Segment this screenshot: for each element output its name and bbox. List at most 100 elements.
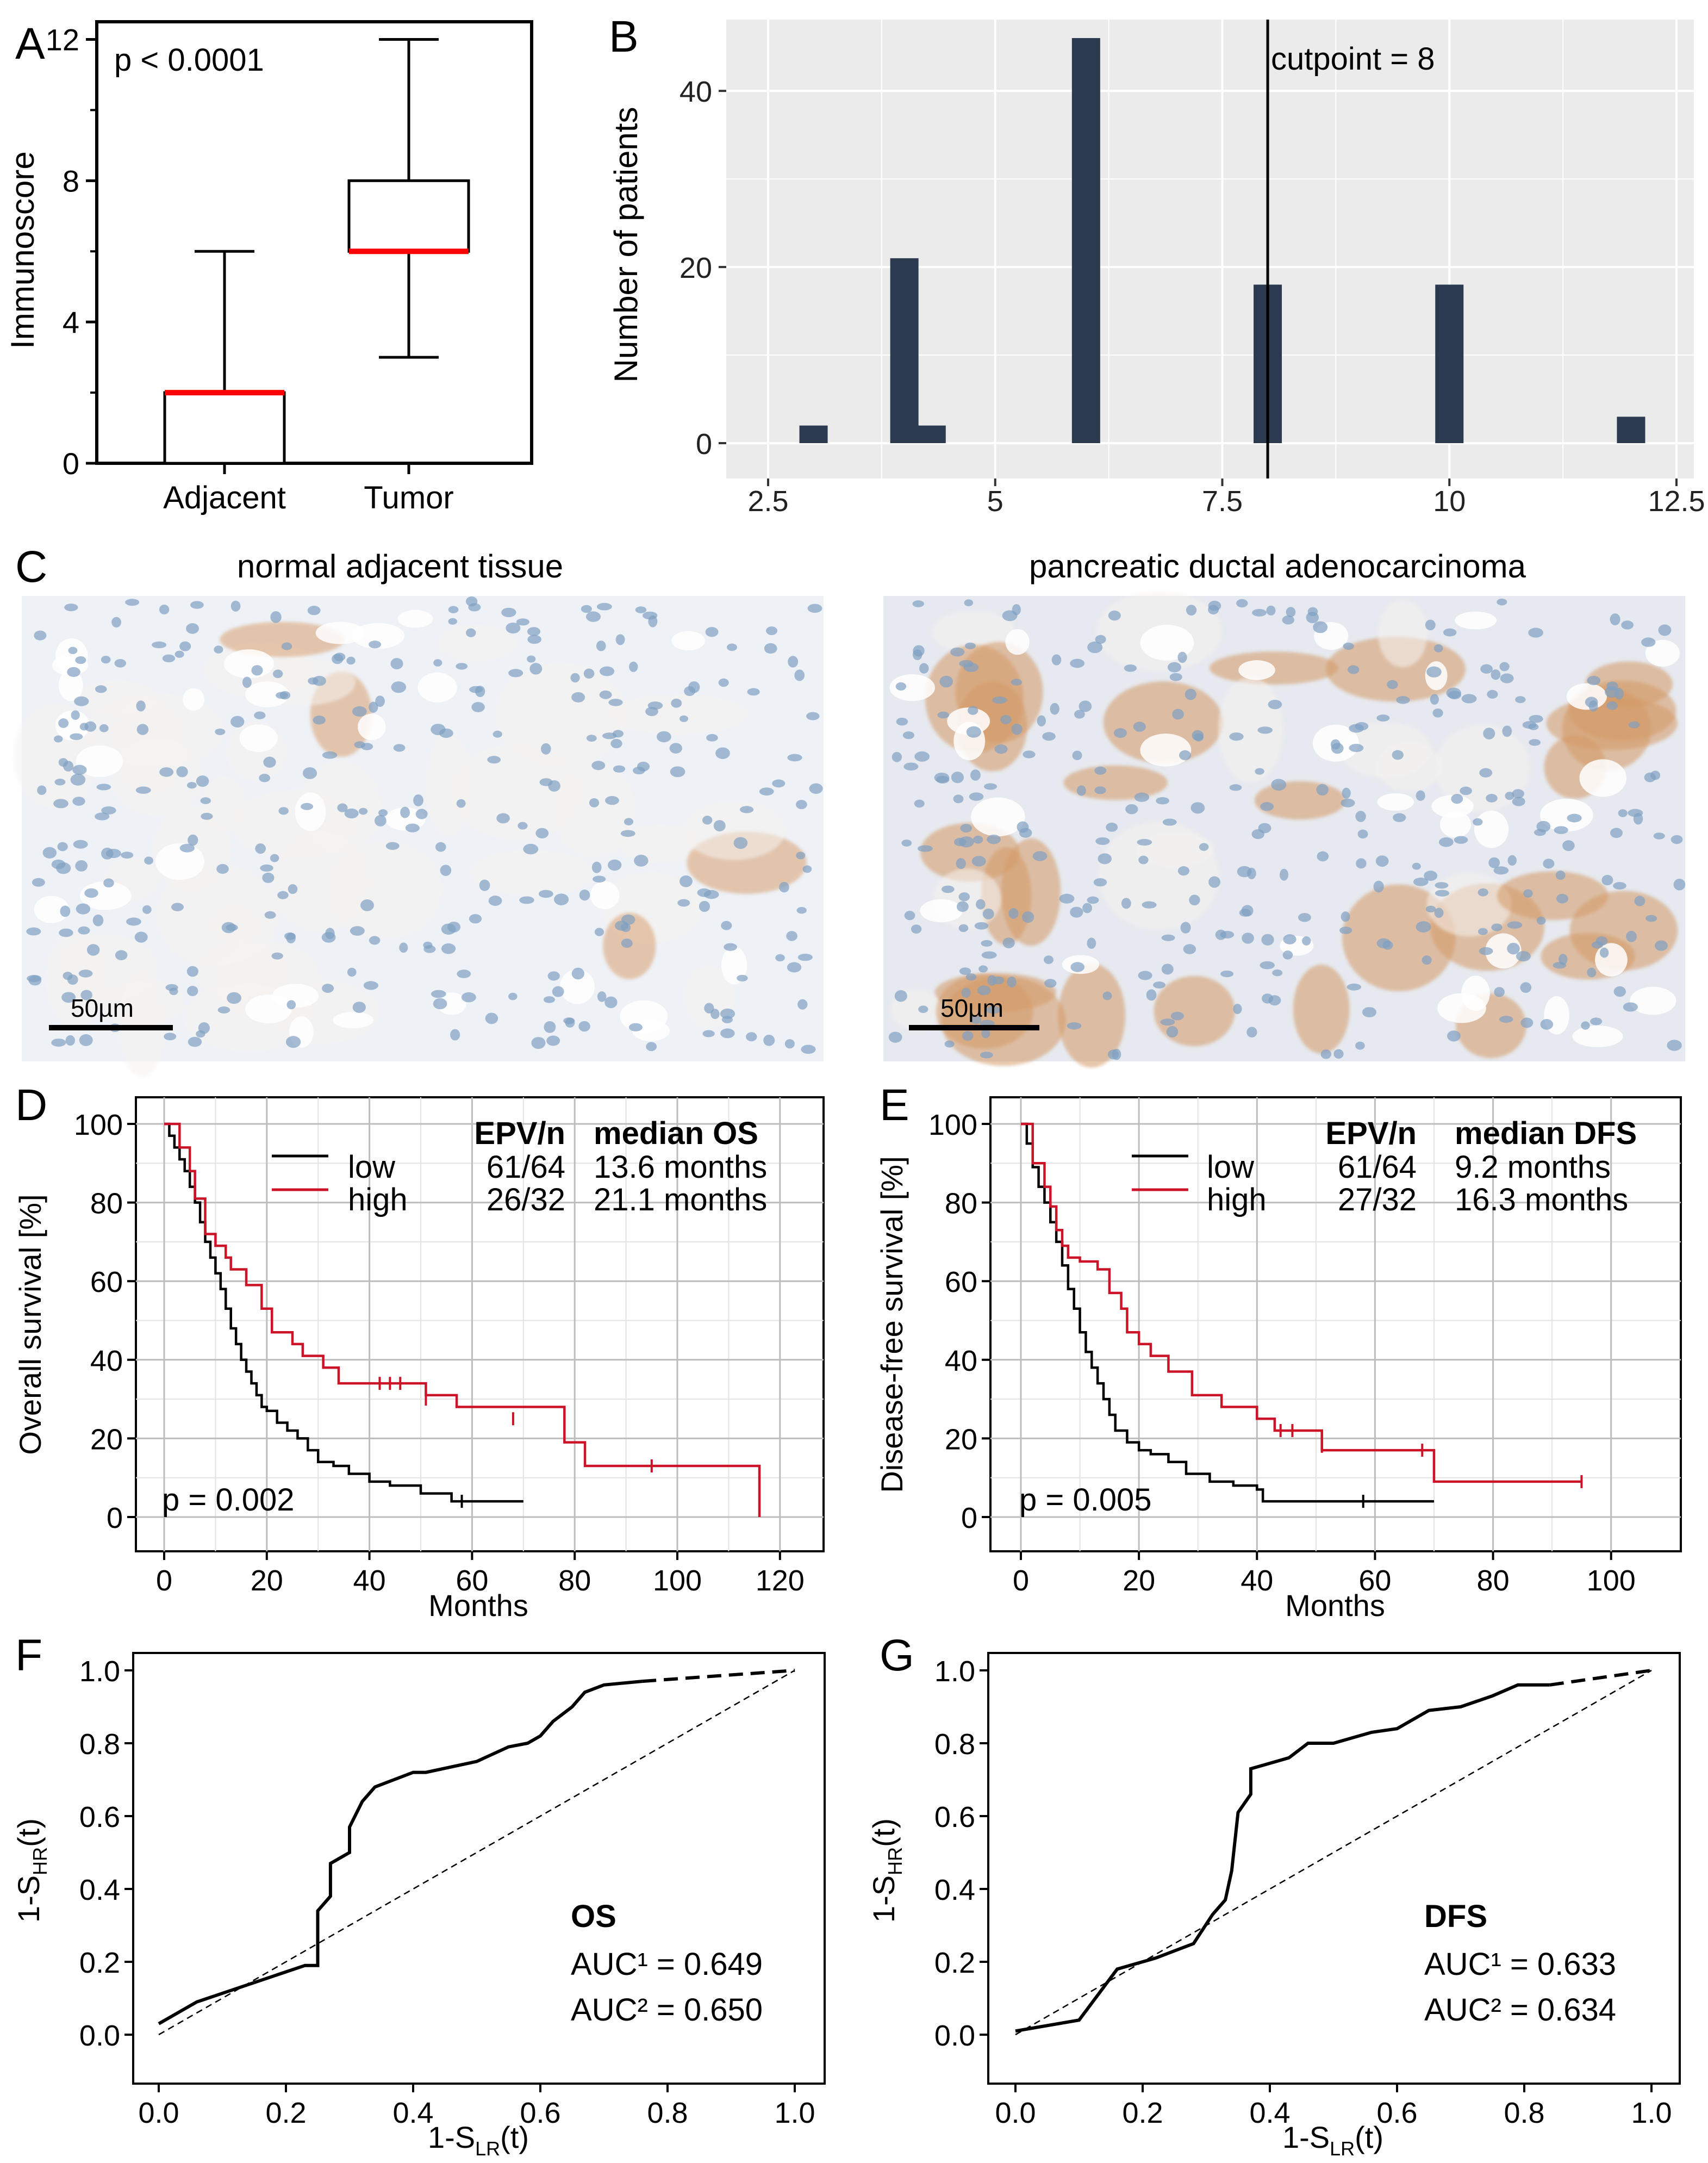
tissue-nucleus: [552, 986, 564, 997]
tissue-nucleus: [1072, 750, 1082, 761]
tissue-nucleus: [1261, 934, 1274, 946]
tissue-nucleus: [964, 642, 976, 649]
y-tick-label-a: 4: [63, 305, 79, 339]
tissue-nucleus: [423, 941, 433, 949]
tissue-nucleus: [400, 806, 410, 818]
tissue-nucleus: [263, 756, 276, 768]
tissue-nucleus: [1567, 813, 1582, 823]
legend-d-head-epv: EPV/n: [474, 1116, 565, 1151]
tissue-nucleus: [1373, 880, 1384, 893]
tissue-nucleus: [76, 903, 91, 915]
tissue-lumen: [1566, 683, 1607, 710]
tissue-lumen: [1455, 611, 1497, 630]
tissue-nucleus: [1260, 802, 1274, 811]
tissue-nucleus: [322, 984, 334, 993]
histogram-bar: [799, 425, 828, 443]
tissue-nucleus: [369, 641, 382, 649]
tissue-nucleus: [1170, 1011, 1184, 1021]
x-tick-label-b: 12.5: [1648, 485, 1705, 518]
tissue-nucleus: [1199, 843, 1209, 851]
tissue-nucleus: [1613, 882, 1626, 890]
tissue-nucleus: [554, 893, 569, 905]
tissue-lumen: [971, 797, 1025, 837]
tissue-nucleus: [1512, 789, 1524, 799]
tissue-nucleus: [1236, 599, 1248, 608]
tissue-nucleus: [1610, 828, 1623, 838]
tissue-nucleus: [215, 728, 226, 735]
tissue-nucleus: [992, 697, 1007, 704]
tissue-nucleus: [704, 1003, 714, 1014]
tissue-nucleus: [1279, 868, 1289, 881]
roc-reference-diagonal: [1015, 1669, 1652, 2036]
tissue-nucleus: [671, 698, 682, 708]
tissue-nucleus: [465, 596, 478, 607]
tissue-lumen: [1439, 811, 1472, 838]
tissue-nucleus: [415, 809, 428, 819]
tissue-nucleus: [1529, 714, 1543, 723]
tissue-nucleus: [593, 875, 606, 883]
tissue-nucleus: [188, 1036, 202, 1047]
tissue-nucleus: [1559, 954, 1568, 965]
tissue-cluster: [54, 935, 158, 1002]
tissue-nucleus: [34, 630, 47, 641]
panel-label-a: A: [15, 19, 45, 69]
panel-label-c: C: [15, 542, 47, 592]
y-tick-label: 1.0: [934, 1655, 975, 1688]
tissue-nucleus: [1628, 809, 1643, 817]
tissue-lumen: [1140, 734, 1192, 767]
tissue-nucleus: [125, 599, 140, 606]
tissue-nucleus: [60, 905, 71, 917]
tissue-nucleus: [987, 835, 1001, 844]
tissue-nucleus: [1447, 1030, 1461, 1042]
tissue-nucleus: [624, 818, 634, 825]
tissue-lumen: [397, 610, 433, 628]
tissue-nucleus: [1011, 723, 1023, 735]
tissue-nucleus: [1260, 961, 1275, 969]
tissue-nucleus: [1002, 610, 1018, 621]
tissue-lumen: [671, 631, 705, 651]
tissue-nucleus: [174, 650, 184, 658]
legend-d-low-name: low: [348, 1149, 396, 1185]
tissue-nucleus: [982, 908, 994, 919]
x-tick-label: 0.0: [995, 2097, 1036, 2129]
tissue-lumen: [920, 899, 963, 923]
tissue-nucleus: [1307, 607, 1318, 617]
tissue-cluster: [608, 694, 747, 735]
y-tick-label: 0.0: [934, 2019, 975, 2052]
tissue-nucleus: [1528, 723, 1539, 730]
tissue-nucleus: [620, 830, 635, 837]
tissue-nucleus: [61, 992, 76, 1003]
tissue-nucleus: [1208, 600, 1221, 611]
tissue-nucleus: [101, 655, 111, 664]
tissue-nucleus: [42, 847, 57, 859]
tissue-nucleus: [1507, 921, 1523, 929]
tissue-nucleus: [965, 973, 977, 981]
tissue-nucleus: [1443, 628, 1457, 637]
tissue-nucleus: [912, 649, 922, 660]
tissue-nucleus: [1341, 798, 1355, 807]
x-tick-label: 0: [1013, 1564, 1029, 1597]
tissue-nucleus: [1242, 933, 1254, 944]
tissue-nucleus: [1268, 699, 1282, 710]
tissue-nucleus: [1610, 613, 1620, 626]
tissue-lumen: [295, 792, 326, 831]
tissue-nucleus: [961, 987, 971, 998]
auc1-f: AUC¹ = 0.649: [571, 1947, 763, 1982]
tissue-nucleus: [1070, 658, 1085, 668]
tissue-nucleus: [1102, 991, 1112, 1000]
x-tick-label: 100: [653, 1564, 702, 1597]
panel-f-roc-os: F 0.0 0.2 0.4 0.6 0.8 1.0 0.0 0.2 0.4 0.6 0.8 1.0 1…: [11, 1631, 826, 2160]
tissue-nucleus: [1255, 768, 1264, 775]
tissue-nucleus: [1613, 986, 1626, 997]
x-tick-label: 80: [558, 1564, 591, 1597]
legend-e-high-median: 16.3 months: [1455, 1182, 1628, 1217]
tissue-lumen: [333, 1011, 373, 1029]
tissue-nucleus: [1169, 673, 1182, 681]
tissue-nucleus: [26, 927, 41, 936]
tissue-nucleus: [53, 799, 68, 809]
tissue-nucleus: [27, 974, 42, 983]
tissue-nucleus: [1623, 1002, 1638, 1012]
tissue-lumen: [590, 881, 620, 910]
tissue-nucleus: [32, 878, 45, 887]
tissue-nucleus: [1215, 929, 1226, 940]
